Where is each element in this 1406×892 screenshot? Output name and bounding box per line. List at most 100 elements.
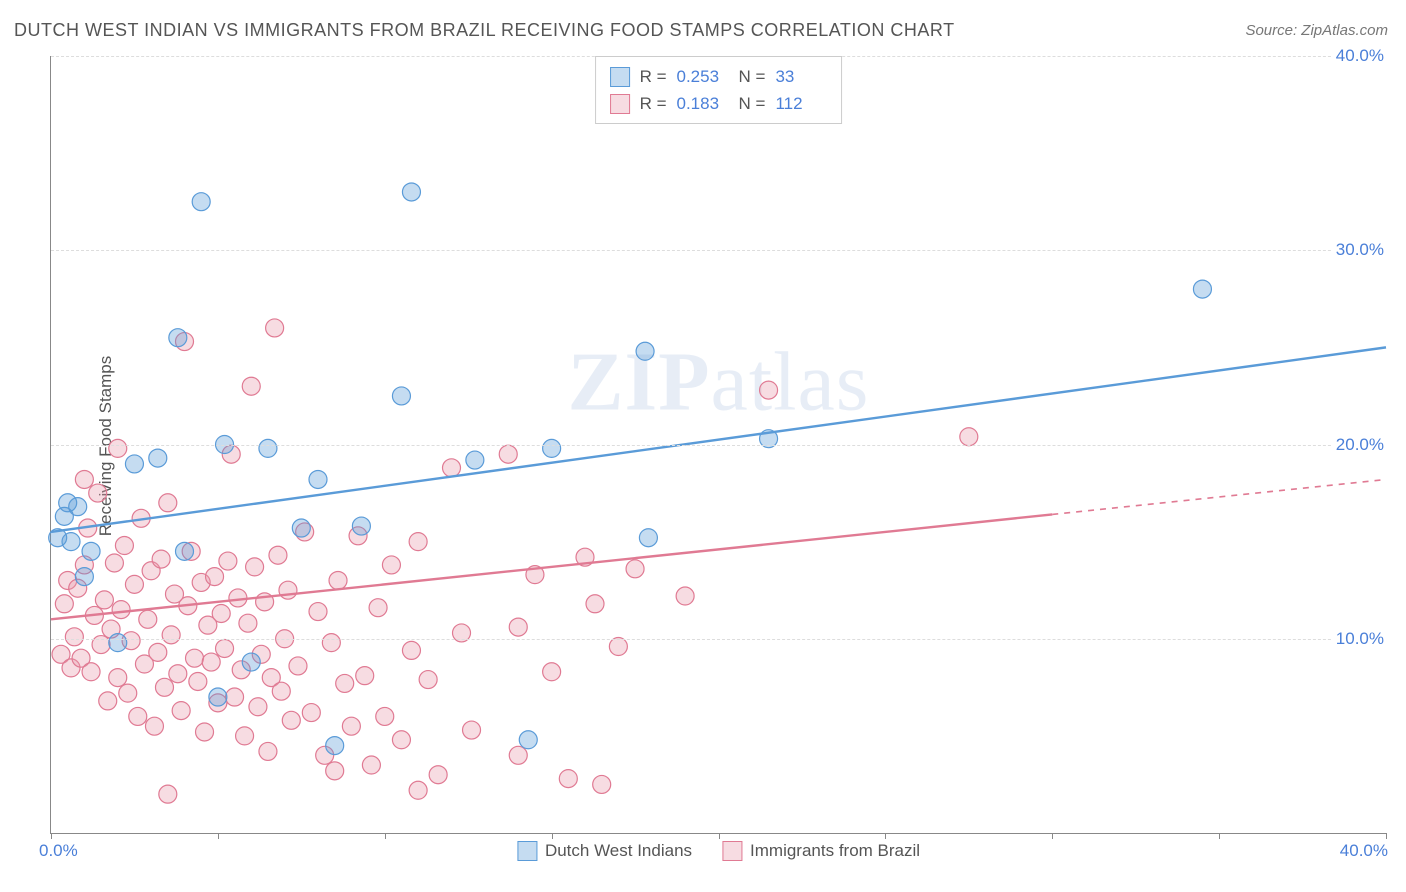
scatter-point — [62, 533, 80, 551]
scatter-point — [149, 643, 167, 661]
x-tick-mark — [552, 833, 553, 839]
scatter-point — [593, 775, 611, 793]
scatter-point — [159, 785, 177, 803]
scatter-point — [125, 575, 143, 593]
scatter-point — [219, 552, 237, 570]
scatter-point — [206, 568, 224, 586]
x-tick-mark — [1219, 833, 1220, 839]
y-tick-label: 30.0% — [1332, 240, 1388, 260]
scatter-point — [409, 533, 427, 551]
r-label: R = — [640, 63, 667, 90]
scatter-point — [392, 731, 410, 749]
scatter-point — [249, 698, 267, 716]
scatter-point — [75, 470, 93, 488]
y-tick-label: 20.0% — [1332, 435, 1388, 455]
scatter-point — [109, 669, 127, 687]
legend-swatch-blue — [517, 841, 537, 861]
scatter-point — [246, 558, 264, 576]
scatter-point — [112, 601, 130, 619]
legend-item-0: Dutch West Indians — [517, 841, 692, 861]
scatter-point — [466, 451, 484, 469]
scatter-point — [55, 595, 73, 613]
scatter-point — [65, 628, 83, 646]
scatter-point — [105, 554, 123, 572]
source-attribution: Source: ZipAtlas.com — [1245, 22, 1388, 39]
x-tick-mark — [51, 833, 52, 839]
scatter-point — [266, 319, 284, 337]
scatter-point — [212, 604, 230, 622]
scatter-point — [509, 618, 527, 636]
scatter-point — [636, 342, 654, 360]
scatter-point — [292, 519, 310, 537]
y-tick-label: 10.0% — [1332, 629, 1388, 649]
scatter-point — [259, 742, 277, 760]
x-tick-mark — [1386, 833, 1387, 839]
y-tick-label: 40.0% — [1332, 46, 1388, 66]
scatter-point — [499, 445, 517, 463]
x-tick-origin: 0.0% — [39, 841, 78, 861]
scatter-point — [336, 674, 354, 692]
scatter-point — [152, 550, 170, 568]
scatter-point — [309, 470, 327, 488]
scatter-point — [676, 587, 694, 605]
gridline — [51, 639, 1386, 640]
scatter-point — [186, 649, 204, 667]
scatter-point — [463, 721, 481, 739]
scatter-point — [279, 581, 297, 599]
n-value-0: 33 — [775, 63, 827, 90]
legend-swatch-blue — [610, 67, 630, 87]
legend-swatch-pink — [610, 94, 630, 114]
scatter-point — [99, 692, 117, 710]
trend-line — [51, 514, 1052, 619]
scatter-point — [309, 603, 327, 621]
legend-row-series-1: R = 0.183 N = 112 — [610, 90, 828, 117]
scatter-point — [326, 737, 344, 755]
scatter-point — [509, 746, 527, 764]
scatter-point — [109, 634, 127, 652]
scatter-point — [259, 439, 277, 457]
scatter-point — [302, 704, 320, 722]
n-value-1: 112 — [775, 90, 827, 117]
x-tick-max: 40.0% — [1340, 841, 1388, 861]
scatter-point — [272, 682, 290, 700]
scatter-point — [189, 672, 207, 690]
x-tick-mark — [1052, 833, 1053, 839]
scatter-point — [760, 381, 778, 399]
scatter-point — [419, 671, 437, 689]
scatter-point — [289, 657, 307, 675]
scatter-point — [269, 546, 287, 564]
scatter-point — [362, 756, 380, 774]
scatter-point — [242, 653, 260, 671]
scatter-point — [149, 449, 167, 467]
scatter-point — [409, 781, 427, 799]
legend-label-0: Dutch West Indians — [545, 841, 692, 861]
legend-label-1: Immigrants from Brazil — [750, 841, 920, 861]
r-label: R = — [640, 90, 667, 117]
scatter-point — [226, 688, 244, 706]
scatter-point — [202, 653, 220, 671]
scatter-point — [129, 707, 147, 725]
n-label: N = — [739, 63, 766, 90]
scatter-point — [172, 702, 190, 720]
scatter-point — [352, 517, 370, 535]
gridline — [51, 445, 1386, 446]
x-tick-mark — [385, 833, 386, 839]
gridline — [51, 250, 1386, 251]
scatter-point — [639, 529, 657, 547]
scatter-point — [586, 595, 604, 613]
scatter-point — [125, 455, 143, 473]
legend-item-1: Immigrants from Brazil — [722, 841, 920, 861]
scatter-point — [1193, 280, 1211, 298]
scatter-point — [242, 377, 260, 395]
scatter-point — [342, 717, 360, 735]
scatter-point — [176, 542, 194, 560]
scatter-point — [115, 537, 133, 555]
scatter-point — [519, 731, 537, 749]
scatter-point — [109, 439, 127, 457]
scatter-point — [82, 663, 100, 681]
scatter-point — [382, 556, 400, 574]
x-tick-mark — [719, 833, 720, 839]
scatter-point — [69, 498, 87, 516]
scatter-point — [95, 591, 113, 609]
scatter-point — [356, 667, 374, 685]
